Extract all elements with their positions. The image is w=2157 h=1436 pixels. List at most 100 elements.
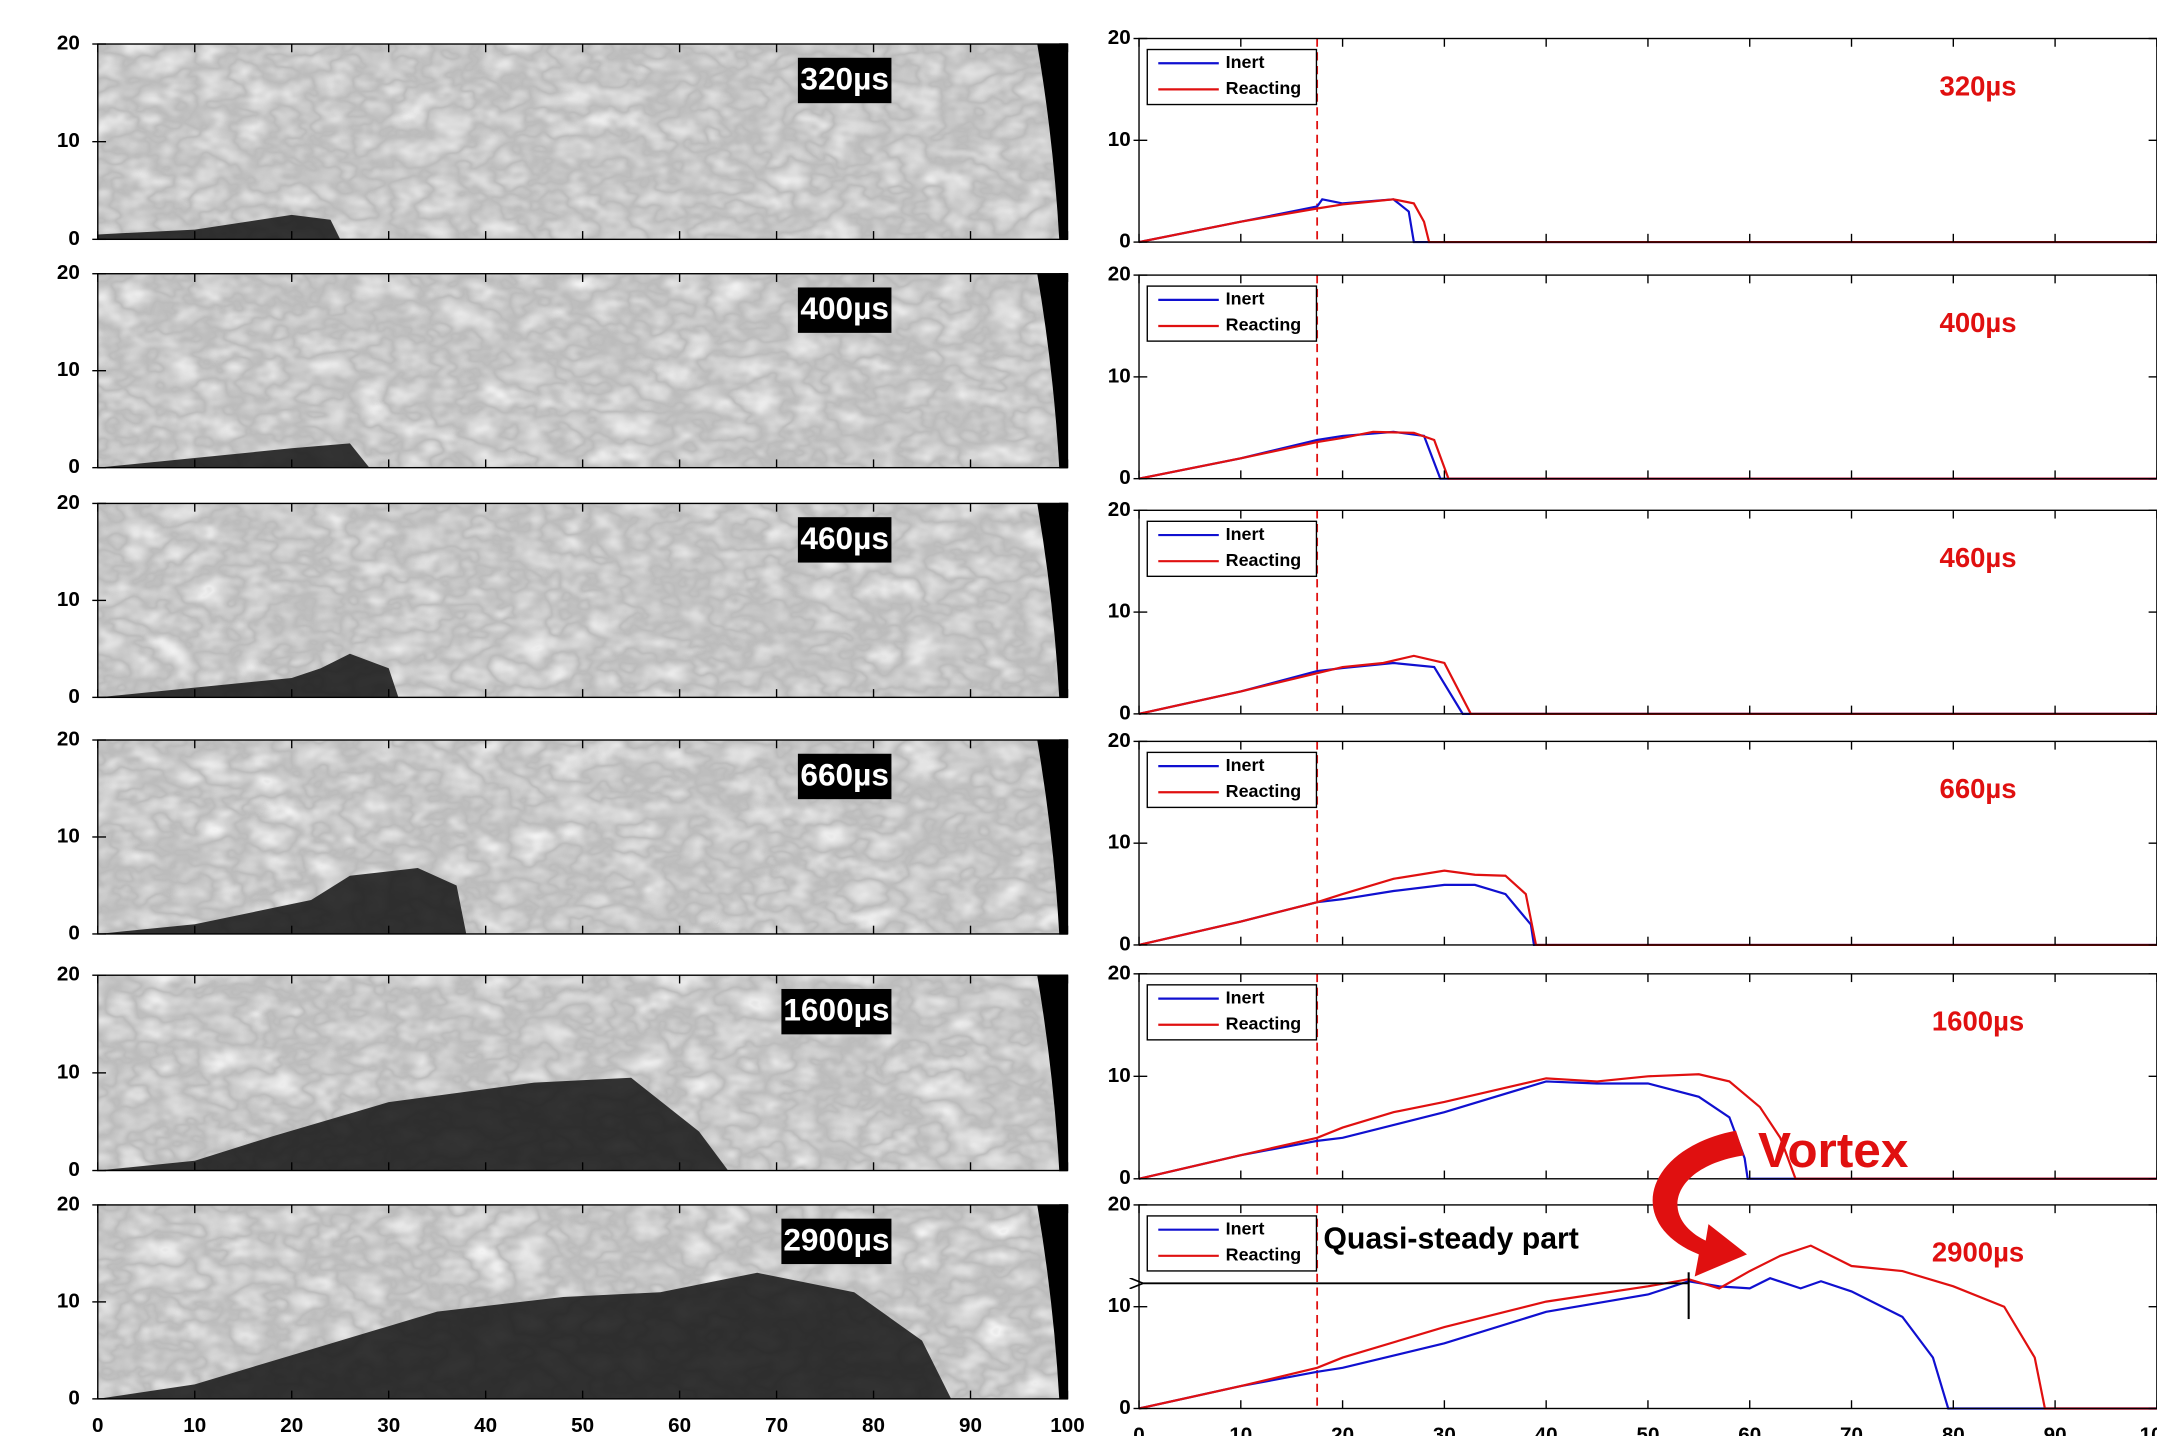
series-line bbox=[1138, 1277, 2157, 1410]
line-panel: 400µs Inert Reacting 0 10 20 bbox=[1108, 263, 2157, 489]
x-tick-label: 40 bbox=[474, 1414, 497, 1436]
schlieren-image bbox=[97, 740, 1068, 934]
flame-region bbox=[97, 1272, 952, 1399]
legend-label: Inert bbox=[1226, 52, 1265, 72]
series-line bbox=[1138, 654, 2157, 715]
line-panel: 660µs Inert Reacting 0 10 20 bbox=[1108, 729, 2157, 955]
window-edge bbox=[1037, 273, 1068, 468]
legend-label: Reacting bbox=[1226, 781, 1302, 801]
y-tick-label: 10 bbox=[1108, 600, 1131, 623]
image-panel: 1600µs 0 10 20 bbox=[57, 963, 1069, 1181]
image-panel: 400µs 0 10 20 bbox=[57, 261, 1069, 478]
image-panel: 460µs 0 10 20 bbox=[57, 491, 1069, 708]
window-edge bbox=[1037, 44, 1068, 240]
legend-label: Reacting bbox=[1226, 550, 1302, 570]
x-tick-label: 90 bbox=[2044, 1423, 2067, 1436]
y-tick-label: 20 bbox=[1108, 1192, 1131, 1215]
time-label: 660µs bbox=[800, 757, 889, 793]
time-label-box bbox=[797, 753, 892, 800]
series-line bbox=[1138, 1244, 2157, 1410]
y-tick-label: 10 bbox=[57, 1289, 80, 1312]
y-tick-label: 10 bbox=[57, 588, 80, 611]
x-tick-label: 10 bbox=[183, 1414, 206, 1436]
y-tick-label: 0 bbox=[1119, 1166, 1130, 1189]
legend-label: Reacting bbox=[1226, 78, 1302, 98]
series-line bbox=[1138, 430, 2157, 480]
legend-label: Inert bbox=[1226, 755, 1265, 775]
x-tick-label: 100 bbox=[1050, 1414, 1084, 1436]
x-tick-label: 20 bbox=[1331, 1423, 1354, 1436]
y-tick-label: 10 bbox=[1108, 1294, 1131, 1317]
flame-region bbox=[97, 868, 467, 934]
legend-label: Reacting bbox=[1226, 1013, 1302, 1033]
y-tick-label: 20 bbox=[1108, 729, 1131, 752]
y-tick-label: 10 bbox=[57, 129, 80, 152]
y-tick-label: 20 bbox=[1108, 26, 1131, 49]
flame-region bbox=[97, 1077, 729, 1171]
x-tick-label: 70 bbox=[1840, 1423, 1863, 1436]
vortex-arrow bbox=[1652, 1130, 1747, 1277]
time-label: 1600µs bbox=[783, 992, 889, 1028]
x-tick-label: 40 bbox=[1535, 1423, 1558, 1436]
series-line bbox=[1138, 198, 2157, 244]
time-label: 660µs bbox=[1940, 773, 2017, 804]
flame-region bbox=[97, 653, 399, 698]
x-tick-label: 10 bbox=[1229, 1423, 1252, 1436]
legend-box bbox=[1146, 751, 1318, 809]
y-tick-label: 10 bbox=[1108, 831, 1131, 854]
time-label: 320µs bbox=[800, 61, 889, 97]
x-tick-label: 70 bbox=[765, 1414, 788, 1436]
x-tick-label: 50 bbox=[571, 1414, 594, 1436]
window-edge bbox=[1037, 1204, 1068, 1399]
legend-label: Inert bbox=[1226, 987, 1265, 1007]
series-line bbox=[1138, 1073, 2157, 1180]
time-label-box bbox=[781, 988, 892, 1035]
y-tick-label: 20 bbox=[57, 491, 80, 514]
y-tick-label: 20 bbox=[1108, 961, 1131, 984]
y-tick-label: 0 bbox=[68, 227, 79, 250]
time-label: 400µs bbox=[800, 290, 889, 326]
flame-region bbox=[97, 214, 341, 240]
time-label: 2900µs bbox=[783, 1221, 889, 1257]
x-tick-label: 80 bbox=[862, 1414, 885, 1436]
time-label: 460µs bbox=[1940, 542, 2017, 573]
y-tick-label: 0 bbox=[68, 685, 79, 708]
x-tick-label: 30 bbox=[1433, 1423, 1456, 1436]
time-label: 2900µs bbox=[1932, 1237, 2024, 1268]
y-tick-label: 10 bbox=[57, 1060, 80, 1083]
y-tick-label: 0 bbox=[68, 455, 79, 478]
line-panel: 320µs Inert Reacting 0 10 20 bbox=[1108, 26, 2157, 253]
y-tick-label: 0 bbox=[68, 1158, 79, 1181]
x-tick-label: 20 bbox=[280, 1414, 303, 1436]
x-tick-label: 60 bbox=[668, 1414, 691, 1436]
window-edge bbox=[1037, 975, 1068, 1171]
y-tick-label: 0 bbox=[68, 921, 79, 944]
legend-box bbox=[1146, 285, 1318, 342]
y-tick-label: 0 bbox=[1119, 230, 1130, 253]
legend-label: Inert bbox=[1226, 289, 1265, 309]
y-tick-label: 10 bbox=[1108, 1064, 1131, 1087]
series-line bbox=[1138, 883, 2157, 947]
y-tick-label: 20 bbox=[57, 1192, 80, 1215]
legend-box bbox=[1146, 1215, 1318, 1272]
legend-box bbox=[1146, 48, 1318, 106]
series-line bbox=[1138, 869, 2157, 947]
y-tick-label: 10 bbox=[57, 358, 80, 381]
quasi-steady-label: Quasi-steady part bbox=[1323, 1223, 1579, 1256]
y-tick-label: 20 bbox=[57, 727, 80, 750]
y-tick-label: 0 bbox=[1119, 701, 1130, 724]
time-label-box bbox=[797, 517, 892, 563]
time-label-box bbox=[781, 1218, 892, 1265]
legend-label: Inert bbox=[1226, 1218, 1265, 1238]
y-tick-label: 0 bbox=[1119, 1396, 1130, 1419]
legend-box bbox=[1146, 984, 1318, 1041]
schlieren-image bbox=[97, 44, 1068, 240]
y-tick-label: 20 bbox=[57, 31, 80, 54]
line-panel: 2900µs Inert Reacting Quasi-steady part 0 10 2… bbox=[1108, 1192, 2157, 1436]
image-panel: 660µs 0 10 20 bbox=[57, 727, 1069, 944]
time-label: 1600µs bbox=[1932, 1006, 2024, 1037]
window-edge bbox=[1037, 503, 1068, 698]
y-tick-label: 10 bbox=[57, 824, 80, 847]
x-tick-label: 90 bbox=[959, 1414, 982, 1436]
